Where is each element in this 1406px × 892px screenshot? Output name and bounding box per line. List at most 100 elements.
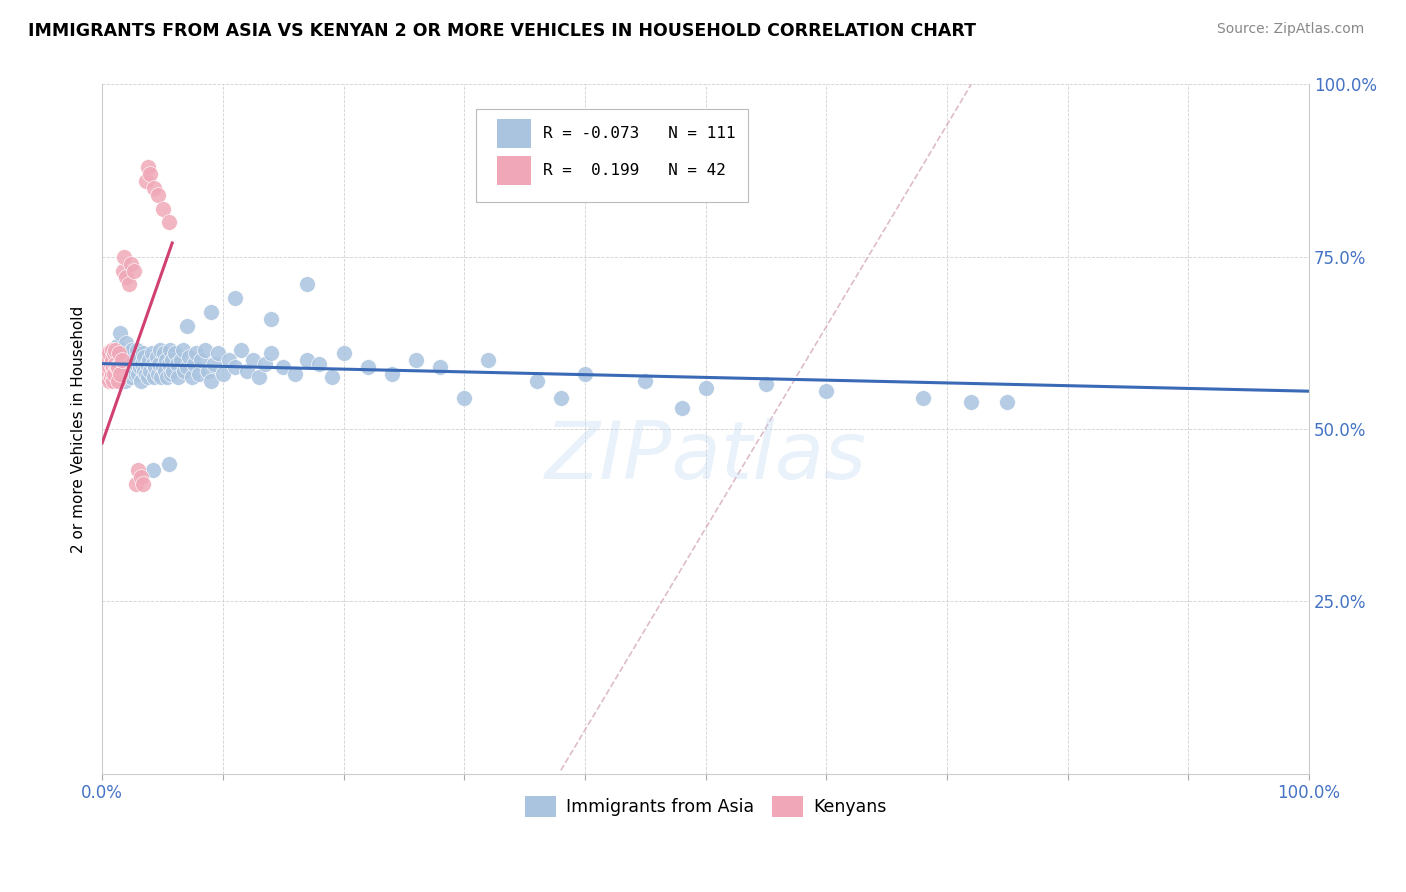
Point (149, 343, 172, 357)
Point (108, 346, 131, 360)
Point (254, 357, 277, 371)
Point (152, 202, 174, 216)
Point (136, 370, 159, 384)
Point (101, 353, 124, 368)
Point (136, 160, 159, 174)
Point (207, 346, 229, 360)
Point (526, 374, 548, 388)
Point (98, 374, 121, 388)
Point (96, 346, 118, 360)
Point (142, 357, 165, 371)
Point (172, 343, 194, 357)
Point (103, 357, 125, 371)
Point (145, 350, 167, 364)
Point (104, 343, 127, 357)
Point (187, 367, 209, 381)
Point (152, 346, 174, 360)
Point (143, 360, 166, 375)
Point (695, 381, 717, 395)
Point (190, 353, 212, 368)
Point (110, 353, 132, 368)
Point (212, 367, 235, 381)
Point (124, 367, 146, 381)
Point (135, 357, 157, 371)
Point (284, 367, 307, 381)
Point (160, 367, 183, 381)
Text: R = -0.073   N = 111: R = -0.073 N = 111 (543, 127, 735, 141)
Point (477, 353, 499, 368)
Point (146, 367, 169, 381)
Text: R =  0.199   N = 42: R = 0.199 N = 42 (543, 163, 725, 178)
Point (117, 363, 139, 377)
Point (236, 363, 259, 377)
Point (574, 367, 596, 381)
Point (127, 343, 149, 357)
Point (135, 367, 157, 381)
Point (134, 350, 156, 364)
Point (148, 357, 170, 371)
Point (120, 257, 142, 271)
Point (157, 357, 180, 371)
Point (141, 346, 163, 360)
Point (97, 353, 120, 368)
Point (112, 250, 135, 264)
Point (107, 360, 129, 375)
Point (247, 370, 270, 384)
Point (121, 343, 143, 357)
Point (321, 370, 343, 384)
Point (218, 353, 240, 368)
Point (132, 346, 155, 360)
Point (200, 374, 222, 388)
Point (995, 394, 1018, 409)
Point (152, 360, 174, 375)
Point (115, 335, 138, 350)
Point (271, 360, 294, 375)
Point (105, 360, 128, 375)
Point (96, 360, 118, 375)
Text: IMMIGRANTS FROM ASIA VS KENYAN 2 OR MORE VEHICLES IN HOUSEHOLD CORRELATION CHART: IMMIGRANTS FROM ASIA VS KENYAN 2 OR MORE… (28, 22, 976, 40)
Point (167, 370, 190, 384)
Point (110, 370, 132, 384)
Point (135, 174, 157, 188)
Point (157, 457, 180, 471)
Point (150, 370, 173, 384)
Point (229, 343, 252, 357)
Point (103, 367, 125, 381)
Point (157, 215, 180, 229)
Point (142, 463, 165, 477)
Point (297, 353, 319, 368)
Point (197, 363, 219, 377)
Point (118, 346, 141, 360)
Point (104, 357, 127, 371)
Point (139, 363, 162, 377)
Point (550, 391, 572, 405)
Point (153, 363, 176, 377)
Legend: Immigrants from Asia, Kenyans: Immigrants from Asia, Kenyans (517, 789, 894, 823)
Point (224, 291, 246, 305)
Point (180, 370, 202, 384)
Point (128, 360, 150, 375)
Point (112, 360, 135, 375)
Point (200, 305, 222, 319)
Point (183, 357, 205, 371)
Point (815, 384, 838, 399)
Point (186, 346, 208, 360)
Point (194, 343, 217, 357)
Point (101, 367, 124, 381)
Point (166, 357, 188, 371)
Point (122, 263, 145, 277)
Point (162, 363, 184, 377)
Point (143, 181, 166, 195)
Point (297, 277, 319, 292)
Point (755, 377, 778, 392)
Point (260, 311, 283, 326)
Point (105, 339, 128, 353)
Point (156, 370, 179, 384)
Point (177, 350, 200, 364)
Point (110, 326, 132, 340)
Point (332, 346, 354, 360)
Point (159, 343, 181, 357)
Text: ZIPatlas: ZIPatlas (544, 417, 866, 496)
Point (671, 401, 693, 416)
Point (94, 370, 117, 384)
